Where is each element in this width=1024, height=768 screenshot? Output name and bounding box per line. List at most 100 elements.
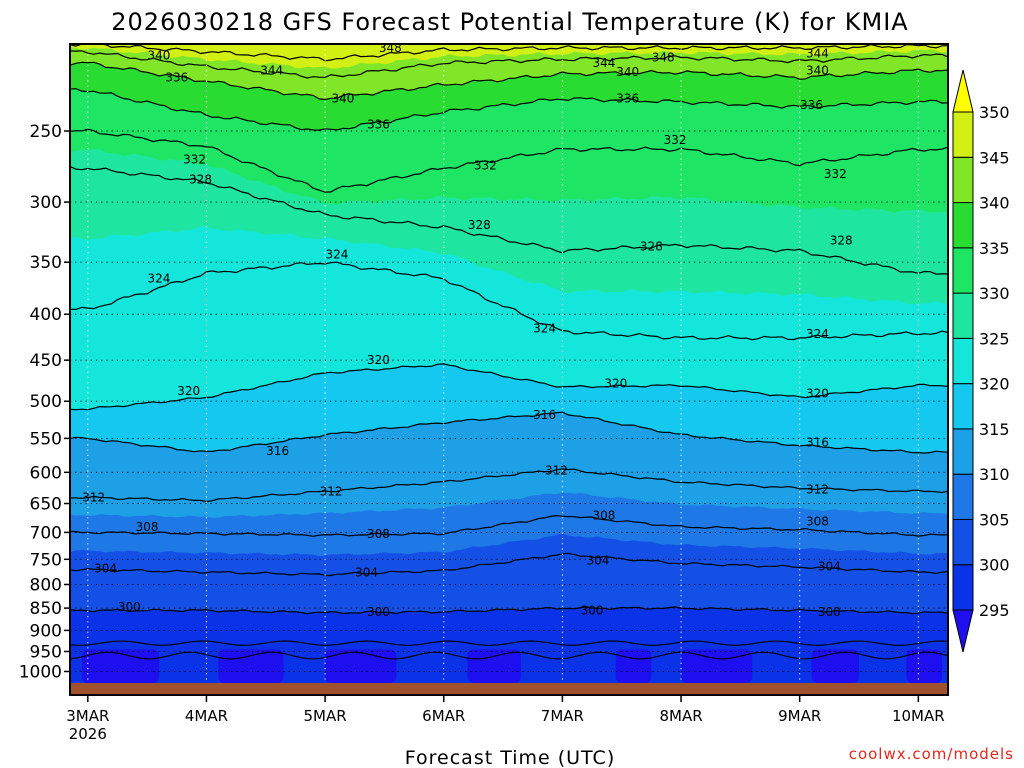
watermark-link[interactable]: coolwx.com/models	[849, 745, 1014, 763]
contour-label-320: 320	[604, 377, 627, 391]
y-axis: 2503003504004505005506006507007508008509…	[19, 122, 70, 682]
contour-308	[69, 514, 949, 537]
y-tick-label-450: 450	[30, 351, 62, 371]
cold-patch-6	[811, 649, 860, 683]
contour-label-text: 348	[379, 41, 402, 55]
contour-label-328: 328	[830, 233, 853, 247]
contour-label-348: 348	[652, 50, 675, 64]
contour-label-340: 340	[806, 63, 829, 77]
contour-label-text: 332	[474, 158, 497, 172]
contour-label-text: 332	[183, 153, 206, 167]
contour-label-344: 344	[592, 56, 615, 70]
y-tick-label-700: 700	[30, 523, 62, 543]
contour-label-text: 308	[367, 527, 390, 541]
contour-label-text: 328	[640, 239, 663, 253]
contour-label-text: 312	[320, 484, 343, 498]
colorbar-label-320: 320	[979, 375, 1010, 394]
surface-contour-0	[69, 640, 949, 646]
contour-label-text: 300	[581, 603, 604, 617]
contour-label-text: 332	[664, 133, 687, 147]
y-tick-label-350: 350	[30, 253, 62, 273]
contour-316	[69, 411, 949, 454]
contour-304	[69, 552, 949, 577]
contour-label-text: 304	[818, 560, 841, 574]
x-axis-label: Forecast Time (UTC)	[405, 747, 615, 768]
y-tick-label-800: 800	[30, 575, 62, 595]
contour-fill	[70, 44, 948, 683]
contour-label-text: 300	[367, 605, 390, 619]
contour-label-320: 320	[367, 353, 390, 367]
contour-label-316: 316	[266, 444, 289, 458]
cold-patch-2	[325, 649, 397, 683]
contour-label-text: 328	[189, 172, 212, 186]
chart-title: 2026030218 GFS Forecast Potential Temper…	[111, 8, 908, 36]
contour-label-text: 336	[165, 71, 188, 85]
contour-label-text: 344	[806, 47, 829, 61]
contour-label-332: 332	[183, 153, 206, 167]
contour-label-300: 300	[581, 603, 604, 617]
contour-label-text: 308	[136, 520, 159, 534]
contour-label-text: 340	[148, 49, 171, 63]
contour-label-336: 336	[616, 91, 639, 105]
contour-label-328: 328	[640, 239, 663, 253]
y-tick-label-950: 950	[30, 642, 62, 662]
contour-label-text: 340	[806, 63, 829, 77]
contour-label-text: 320	[604, 377, 627, 391]
colorbar-swatch-335	[952, 202, 974, 249]
colorbar-swatch-300	[952, 518, 974, 566]
contour-label-324: 324	[806, 327, 829, 341]
contour-label-312: 312	[82, 490, 105, 504]
y-tick-label-550: 550	[30, 429, 62, 449]
contour-label-300: 300	[118, 600, 141, 614]
contour-label-text: 344	[592, 56, 615, 70]
contour-labels: 300 300 300 300 304 304 304 304 308 308 308 308 312 3…	[82, 41, 853, 619]
contour-label-312: 312	[806, 482, 829, 496]
x-tick-label-2: 5MAR	[304, 707, 347, 725]
contour-312	[69, 468, 949, 503]
contour-label-308: 308	[136, 520, 159, 534]
colorbar-swatch-295	[952, 564, 974, 611]
x-tick-label-3: 6MAR	[422, 707, 465, 725]
y-tick-label-850: 850	[30, 599, 62, 619]
y-tick-label-300: 300	[30, 193, 62, 213]
contour-348	[69, 43, 949, 62]
x-tick-year: 2026	[69, 725, 107, 743]
contour-label-332: 332	[664, 133, 687, 147]
colorbar-label-310: 310	[979, 465, 1010, 484]
contour-label-text: 328	[468, 218, 491, 232]
colorbar-swatch-325	[952, 292, 974, 339]
cold-patch-3	[467, 649, 521, 683]
contour-label-text: 340	[331, 91, 354, 105]
y-tick-label-400: 400	[30, 305, 62, 325]
contour-label-348: 348	[379, 41, 402, 55]
contour-label-336: 336	[165, 71, 188, 85]
y-tick-label-250: 250	[30, 122, 62, 142]
contour-label-text: 304	[587, 553, 610, 567]
y-tick-label-750: 750	[30, 550, 62, 570]
contour-340	[69, 61, 949, 101]
plot-frame	[69, 43, 949, 696]
colorbar: 295 300 305 310 315 320 325 330 335 340 345 350	[952, 69, 1010, 653]
y-tick-label-900: 900	[30, 621, 62, 641]
contour-label-304: 304	[355, 566, 378, 580]
contour-label-324: 324	[326, 247, 349, 261]
colorbar-label-315: 315	[979, 420, 1010, 439]
y-tick-label-1000: 1000	[19, 662, 62, 682]
contour-label-340: 340	[331, 91, 354, 105]
contour-label-text: 324	[533, 322, 556, 336]
contour-label-300: 300	[818, 605, 841, 619]
contour-324	[70, 261, 949, 341]
colorbar-swatch-310	[952, 428, 974, 475]
contour-label-text: 336	[616, 91, 639, 105]
contour-label-324: 324	[148, 272, 171, 286]
contour-label-320: 320	[806, 386, 829, 400]
contour-label-text: 336	[367, 118, 390, 132]
contour-label-text: 308	[806, 515, 829, 529]
contour-336	[69, 88, 949, 131]
contour-label-332: 332	[824, 167, 847, 181]
band-above-348	[70, 44, 948, 61]
x-tick-label-6: 9MAR	[778, 707, 821, 725]
colorbar-label-305: 305	[979, 510, 1010, 529]
contour-label-340: 340	[616, 65, 639, 79]
